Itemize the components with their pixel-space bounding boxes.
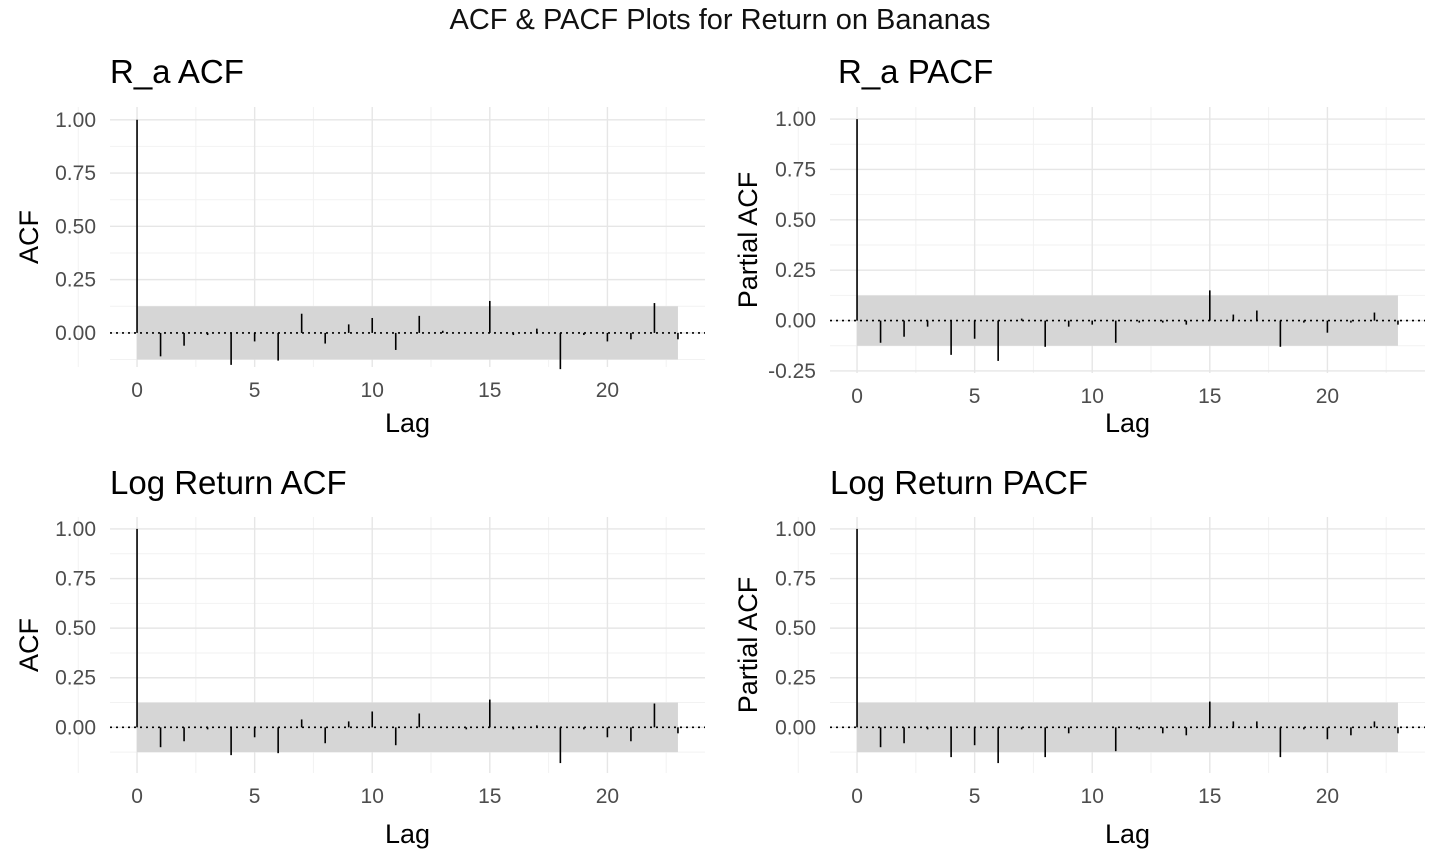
confidence-band	[137, 702, 678, 753]
y-tick-label: 0.50	[55, 617, 96, 640]
y-tick-label: 0.00	[55, 716, 96, 739]
y-axis-label: ACF	[14, 210, 44, 264]
x-tick-label: 0	[131, 785, 143, 808]
x-axis-label: Lag	[1105, 819, 1150, 849]
y-axis-label: ACF	[14, 618, 44, 672]
x-tick-label: 10	[1081, 385, 1104, 408]
y-tick-label: 0.50	[775, 209, 816, 232]
x-tick-label: 20	[596, 379, 619, 402]
x-tick-label: 10	[361, 379, 384, 402]
y-tick-label: 0.25	[775, 259, 816, 282]
y-tick-label: 0.25	[55, 269, 96, 292]
x-tick-label: 5	[969, 785, 981, 808]
panel-title: R_a PACF	[838, 53, 993, 90]
y-tick-label: 0.75	[775, 568, 816, 591]
x-tick-label: 5	[249, 785, 261, 808]
y-tick-label: 1.00	[775, 108, 816, 131]
x-tick-label: 0	[851, 785, 863, 808]
panel-1: 1.00 0.75 0.50 0.25 0.00 0 5 10 15 20 R_a ACF Lag AC…	[14, 53, 705, 438]
panel-2: 1.00 0.75 0.50 0.25 0.00 -0.25 0 5 10 15 20 R_a PAC…	[733, 53, 1425, 438]
y-axis-label: Partial ACF	[733, 577, 763, 714]
panel-title: R_a ACF	[110, 53, 244, 90]
y-tick-label: 0.00	[775, 310, 816, 333]
y-tick-label: 0.75	[775, 158, 816, 181]
panel-3: 1.00 0.75 0.50 0.25 0.00 0 5 10 15 20 Log Return A…	[14, 464, 705, 849]
x-tick-label: 10	[361, 785, 384, 808]
y-tick-label: 1.00	[55, 518, 96, 541]
x-axis-label: Lag	[385, 819, 430, 849]
confidence-band	[857, 702, 1398, 753]
x-tick-label: 20	[1316, 385, 1339, 408]
x-tick-label: 20	[596, 785, 619, 808]
x-tick-label: 15	[1198, 785, 1221, 808]
y-tick-label: 0.00	[775, 716, 816, 739]
x-tick-label: 15	[478, 785, 501, 808]
y-tick-label: 0.75	[55, 162, 96, 185]
panel-title: Log Return ACF	[110, 464, 347, 501]
y-tick-label: 0.00	[55, 322, 96, 345]
x-axis-label: Lag	[385, 408, 430, 438]
y-tick-label: 1.00	[775, 518, 816, 541]
confidence-band	[137, 306, 678, 360]
y-axis-label: Partial ACF	[733, 172, 763, 309]
y-tick-label: 0.25	[775, 667, 816, 690]
y-tick-label: 0.50	[55, 215, 96, 238]
main-title: ACF & PACF Plots for Return on Bananas	[449, 4, 991, 36]
y-tick-label: -0.25	[768, 360, 816, 383]
x-axis-label: Lag	[1105, 408, 1150, 438]
x-tick-label: 5	[969, 385, 981, 408]
x-tick-label: 15	[1198, 385, 1221, 408]
y-tick-label: 0.50	[775, 617, 816, 640]
panel-4: 1.00 0.75 0.50 0.25 0.00 0 5 10 15 20 Log Return P…	[733, 464, 1425, 849]
panel-title: Log Return PACF	[830, 464, 1088, 501]
x-tick-label: 20	[1316, 785, 1339, 808]
y-tick-label: 1.00	[55, 109, 96, 132]
x-tick-label: 10	[1081, 785, 1104, 808]
x-tick-label: 0	[131, 379, 143, 402]
x-tick-label: 15	[478, 379, 501, 402]
confidence-band	[857, 295, 1398, 346]
x-tick-label: 5	[249, 379, 261, 402]
y-tick-label: 0.75	[55, 568, 96, 591]
y-tick-label: 0.25	[55, 667, 96, 690]
x-tick-label: 0	[851, 385, 863, 408]
